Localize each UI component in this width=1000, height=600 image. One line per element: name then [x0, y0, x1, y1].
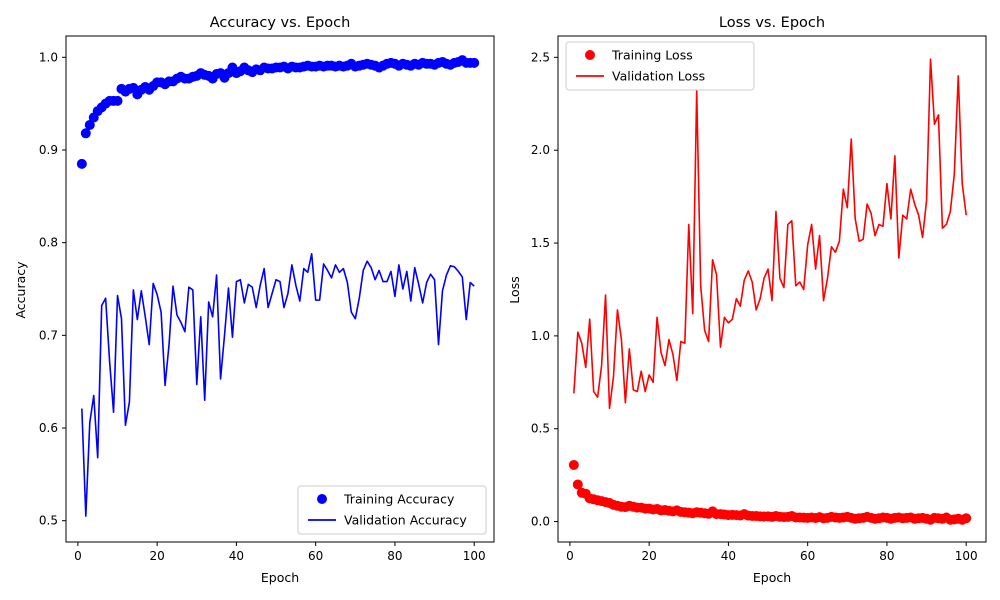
- y-axis-label: Loss: [507, 276, 522, 303]
- y-tick-label: 1.0: [531, 329, 550, 343]
- legend-marker: [585, 50, 595, 60]
- legend-label: Validation Accuracy: [344, 513, 467, 528]
- x-tick-label: 100: [463, 549, 486, 563]
- legend-label: Validation Loss: [612, 69, 705, 84]
- legend-item: Training Loss: [585, 48, 693, 63]
- data-point: [961, 513, 972, 524]
- y-tick-label: 0.8: [39, 236, 58, 250]
- chart-title: Accuracy vs. Epoch: [210, 15, 351, 31]
- data-point: [80, 128, 91, 139]
- x-tick-label: 0: [74, 549, 82, 563]
- y-tick-label: 0.9: [39, 143, 58, 157]
- y-tick-label: 0.7: [39, 328, 58, 342]
- legend-item: Training Accuracy: [317, 492, 455, 507]
- plot-area: 0 20 40 60 80 100 0.5 0.6 0.7 0.8 0.9 1.0 Training A…: [39, 35, 495, 563]
- y-tick-label: 0.5: [39, 514, 58, 528]
- plot-area: 0 20 40 60 80 100 0.0 0.5 1.0 1.5 2.0 2.5 Training L…: [531, 35, 987, 563]
- y-tick-label: 0.6: [39, 421, 58, 435]
- legend-box: [297, 485, 487, 535]
- y-tick-label: 2.0: [531, 143, 550, 157]
- series-line: [81, 252, 475, 517]
- x-tick-label: 40: [229, 549, 244, 563]
- legend-label: Training Loss: [611, 48, 693, 63]
- x-axis-label: Epoch: [261, 570, 299, 585]
- x-tick-label: 60: [308, 549, 323, 563]
- y-axis-label: Accuracy: [13, 261, 28, 319]
- y-tick-label: 1.5: [531, 236, 550, 250]
- legend-box: [565, 41, 755, 91]
- accuracy-chart: Accuracy vs. Epoch 0 20 40 60 80 100 0.5 0.6 0.7…: [13, 15, 495, 585]
- x-axis-label: Epoch: [753, 570, 791, 585]
- legend: Training Accuracy Validation Accuracy: [297, 485, 487, 535]
- y-tick-label: 0.5: [531, 422, 550, 436]
- x-tick-label: 0: [566, 549, 574, 563]
- legend-item: Validation Loss: [576, 69, 705, 84]
- series-line: [573, 58, 967, 410]
- data-point: [112, 95, 123, 106]
- legend-item: Validation Accuracy: [308, 513, 467, 528]
- x-tick-label: 80: [387, 549, 402, 563]
- data-point: [469, 57, 480, 68]
- x-tick-label: 20: [150, 549, 165, 563]
- x-tick-label: 100: [955, 549, 978, 563]
- plot-frame: [557, 35, 987, 543]
- chart-title: Loss vs. Epoch: [719, 15, 825, 31]
- data-point: [568, 459, 579, 470]
- x-tick-label: 60: [800, 549, 815, 563]
- loss-chart: Loss vs. Epoch 0 20 40 60 80 100 0.0 0.5 1.0 1.5 2…: [507, 15, 987, 585]
- y-tick-label: 0.0: [531, 515, 550, 529]
- y-tick-label: 1.0: [39, 50, 58, 64]
- plot-frame: [65, 35, 495, 543]
- legend-marker: [317, 494, 327, 504]
- x-tick-label: 80: [879, 549, 894, 563]
- data-point: [84, 119, 95, 130]
- legend: Training Loss Validation Loss: [565, 41, 755, 91]
- x-tick-label: 20: [642, 549, 657, 563]
- x-tick-label: 40: [721, 549, 736, 563]
- legend-label: Training Accuracy: [343, 492, 455, 507]
- y-tick-label: 2.5: [531, 50, 550, 64]
- data-point: [572, 479, 583, 490]
- data-point: [76, 158, 87, 169]
